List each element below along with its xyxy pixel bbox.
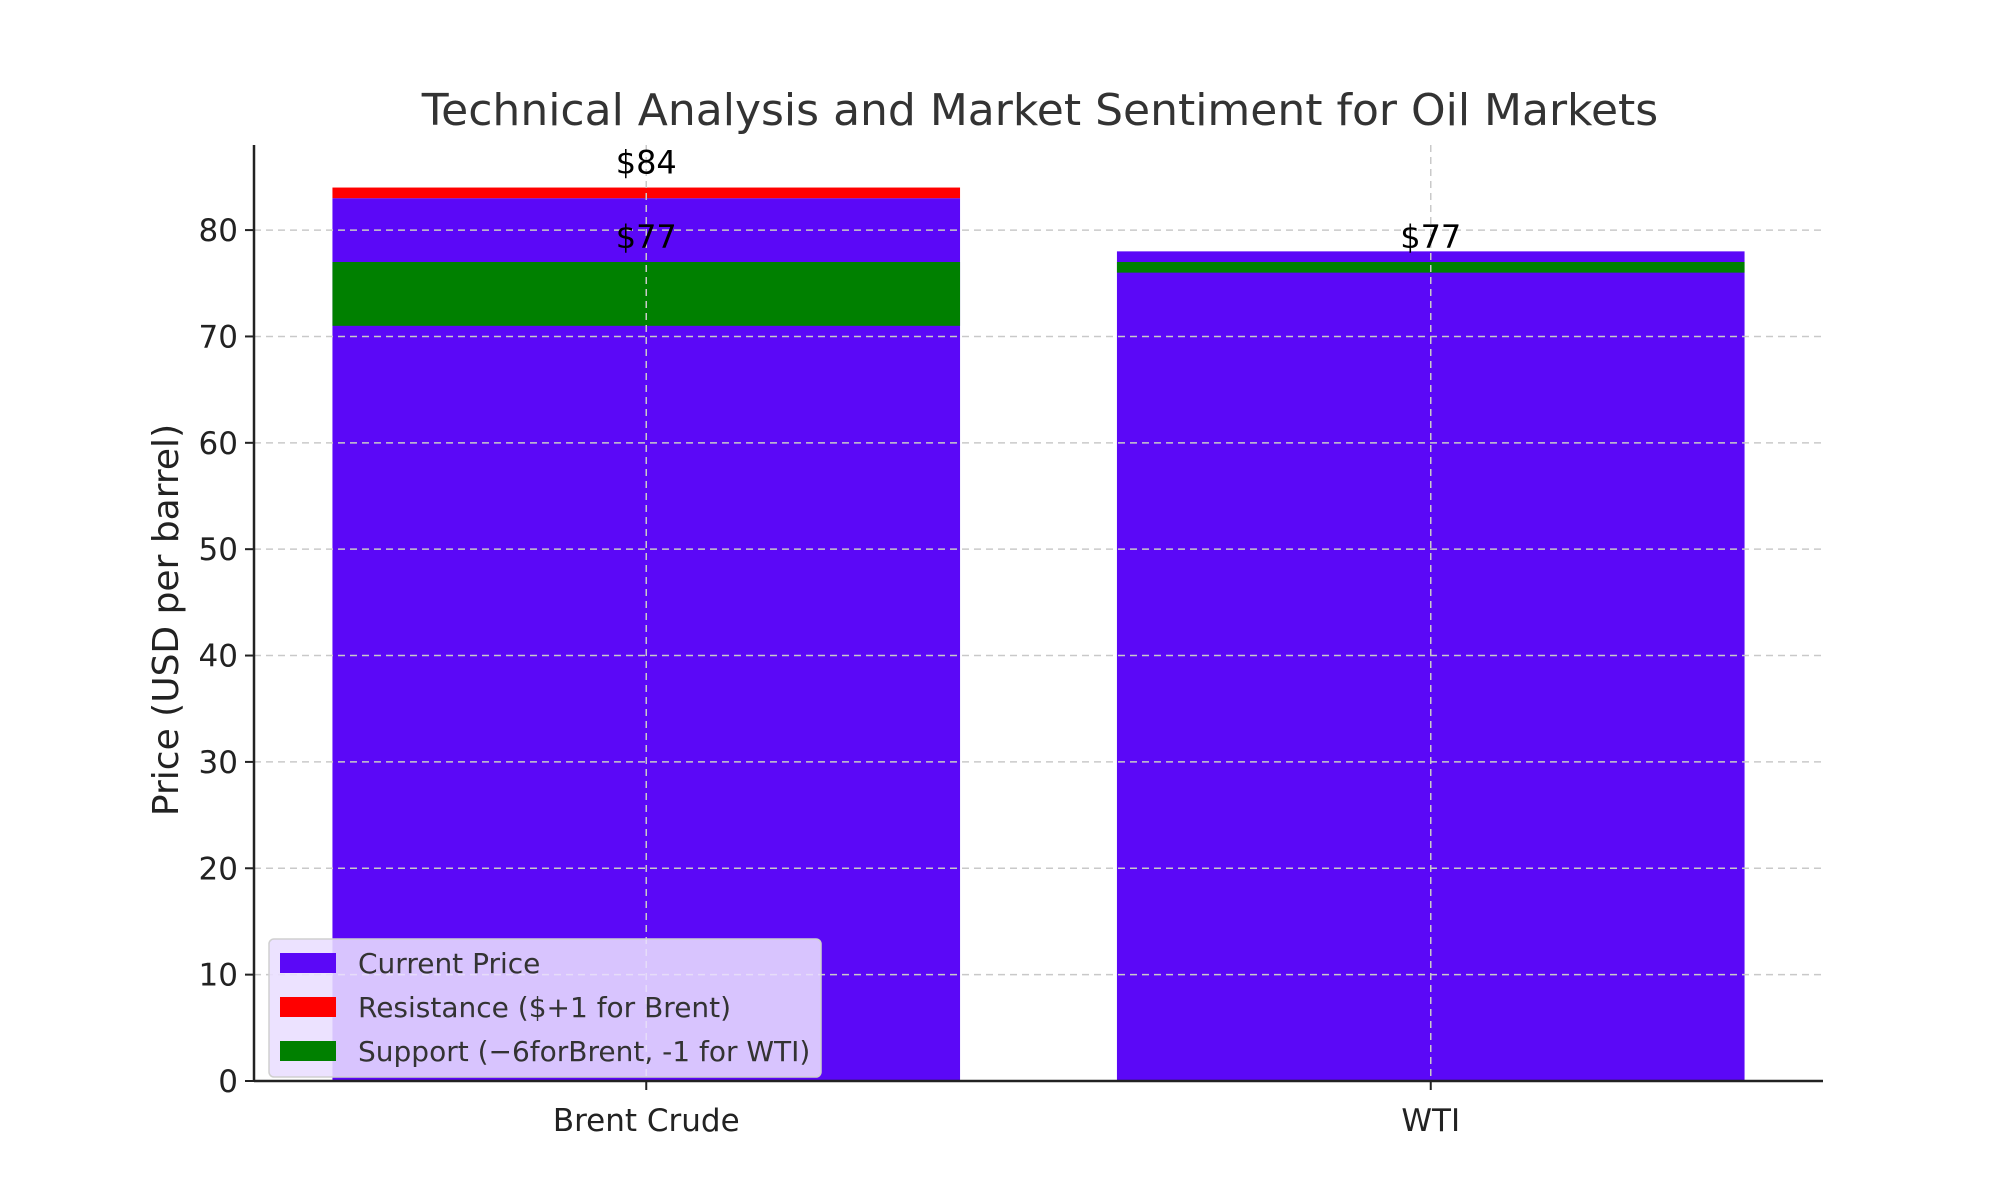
y-tick-label: 80 xyxy=(199,213,238,249)
y-axis-label: Price (USD per barrel) xyxy=(146,424,187,816)
data-label: $77 xyxy=(616,218,677,256)
grid xyxy=(254,145,1823,1081)
y-tick-label: 50 xyxy=(199,532,238,568)
y-tick-label: 20 xyxy=(199,851,238,887)
legend-swatch xyxy=(280,1041,336,1061)
data-label: $77 xyxy=(1400,218,1461,256)
legend: Current Price Resistance ($+1 for Brent) S… xyxy=(268,938,822,1078)
y-tick-label: 30 xyxy=(199,745,238,781)
x-tick-label: Brent Crude xyxy=(553,1103,740,1139)
y-tick-label: 0 xyxy=(218,1064,238,1100)
legend-label: Resistance ($+1 for Brent) xyxy=(358,991,731,1024)
y-tick-label: 40 xyxy=(199,639,238,675)
y-tick-label: 60 xyxy=(199,426,238,462)
legend-label: Support (−6forBrent, -1 for WTI) xyxy=(358,1035,810,1068)
x-tick-label: WTI xyxy=(1401,1103,1460,1139)
legend-box xyxy=(268,938,822,1078)
y-tick-label: 70 xyxy=(199,319,238,355)
legend-swatch xyxy=(280,953,336,973)
legend-swatch xyxy=(280,997,336,1017)
chart-title: Technical Analysis and Market Sentiment … xyxy=(421,85,1658,136)
y-tick-label: 10 xyxy=(199,958,238,994)
data-label: $84 xyxy=(616,144,677,182)
bar-resistance xyxy=(332,187,961,199)
legend-label: Current Price xyxy=(358,947,540,980)
data-labels: $84 $77 $77 xyxy=(616,144,1462,256)
axes: 0 10 20 30 40 50 60 70 80 Brent Crude WTI xyxy=(199,145,1823,1139)
